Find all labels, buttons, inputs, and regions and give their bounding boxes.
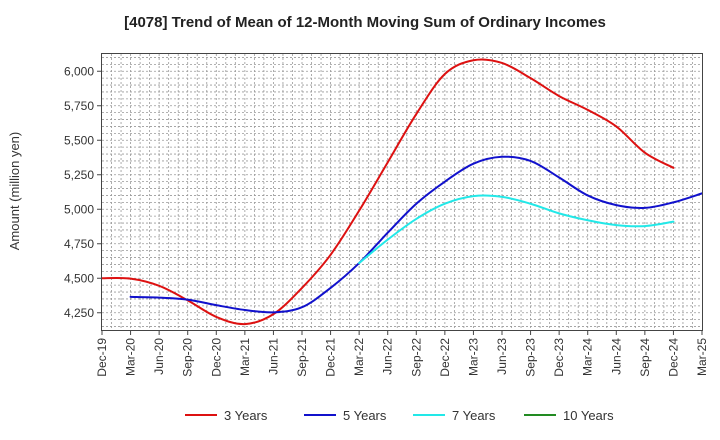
- x-tick-label: Mar-23: [466, 338, 480, 376]
- x-tick-label: Dec-21: [324, 338, 338, 377]
- x-tick-label: Dec-19: [95, 338, 109, 377]
- plot-frame: [101, 53, 703, 331]
- series-line-3-years: [101, 58, 675, 326]
- series-line-5-years: [129, 155, 703, 314]
- x-tick-label: Jun-24: [609, 338, 623, 375]
- x-tick-label: Sep-20: [181, 338, 195, 377]
- legend-label-3-years: 3 Years: [224, 408, 268, 423]
- x-tick-label: Dec-22: [438, 338, 452, 377]
- y-axis: 4,250 4,500 4,750 5,000 5,250 5,500 5,750 6,000: [64, 64, 102, 320]
- chart-title: [4078] Trend of Mean of 12-Month Moving …: [124, 14, 606, 31]
- y-axis-label: Amount (million yen): [7, 132, 22, 251]
- x-tick-label: Sep-21: [295, 338, 309, 377]
- y-tick-label: 4,500: [64, 271, 94, 285]
- legend-label-5-years: 5 Years: [343, 408, 387, 423]
- x-tick-label: Sep-24: [638, 338, 652, 377]
- x-tick-label: Jun-20: [152, 338, 166, 375]
- series-lines: [101, 58, 703, 326]
- x-tick-label: Dec-20: [209, 338, 223, 377]
- y-tick-label: 4,250: [64, 306, 94, 320]
- x-tick-label: Mar-25: [695, 338, 709, 376]
- y-tick-label: 4,750: [64, 237, 94, 251]
- x-tick-label: Mar-22: [352, 338, 366, 376]
- y-tick-label: 5,250: [64, 168, 94, 182]
- y-tick-label: 6,000: [64, 64, 94, 78]
- x-tick-label: Mar-21: [238, 338, 252, 376]
- grid-lines: [102, 54, 702, 330]
- x-axis: Dec-19 Mar-20 Jun-20 Sep-20 Dec-20 Mar-21 Jun-…: [95, 330, 709, 377]
- x-tick-label: Sep-22: [409, 338, 423, 377]
- x-tick-label: Mar-20: [124, 338, 138, 376]
- series-line-7-years: [358, 194, 675, 265]
- legend-label-10-years: 10 Years: [563, 408, 614, 423]
- y-tick-label: 5,000: [64, 202, 94, 216]
- x-tick-label: Sep-23: [524, 338, 538, 377]
- y-tick-label: 5,500: [64, 133, 94, 147]
- x-tick-label: Jun-22: [381, 338, 395, 375]
- x-tick-label: Mar-24: [581, 338, 595, 376]
- x-tick-label: Jun-23: [495, 338, 509, 375]
- x-tick-label: Dec-23: [552, 338, 566, 377]
- legend-label-7-years: 7 Years: [452, 408, 496, 423]
- x-tick-label: Dec-24: [666, 338, 680, 377]
- x-tick-label: Jun-21: [266, 338, 280, 375]
- y-tick-label: 5,750: [64, 99, 94, 113]
- legend: 3 Years 5 Years 7 Years 10 Years: [185, 408, 614, 423]
